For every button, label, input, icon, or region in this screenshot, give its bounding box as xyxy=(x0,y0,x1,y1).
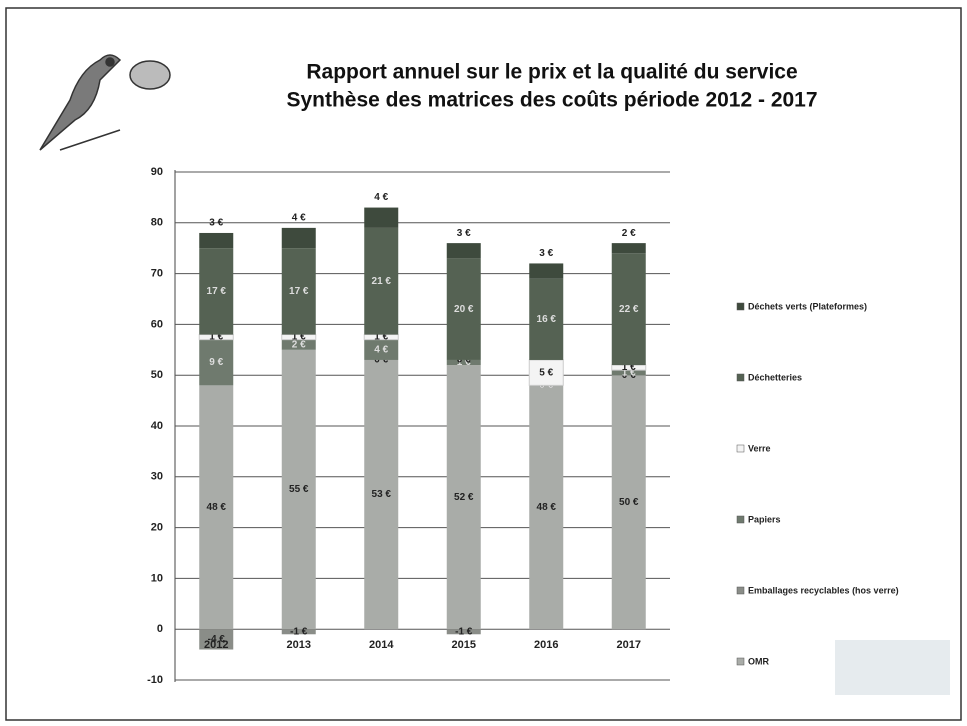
bar-segment xyxy=(199,248,234,335)
x-tick-label: 2014 xyxy=(369,639,394,651)
value-label: -1 € xyxy=(455,626,473,637)
bar-segment xyxy=(281,349,316,630)
value-label: -1 € xyxy=(290,626,308,637)
y-tick-label: 30 xyxy=(151,471,163,483)
y-tick-label: 50 xyxy=(151,369,163,381)
value-label: 48 € xyxy=(207,502,227,513)
bar-segment xyxy=(529,263,564,279)
value-label: 3 € xyxy=(209,218,223,229)
value-label: 1 € xyxy=(457,357,471,368)
y-tick-label: 90 xyxy=(151,166,163,178)
bar-segment xyxy=(364,359,399,630)
value-label: 17 € xyxy=(289,286,309,297)
y-tick-label: 10 xyxy=(151,572,163,584)
value-label: 1 € xyxy=(622,367,636,378)
value-label: 0 € xyxy=(457,355,471,366)
legend-label: Emballages recyclables (hos verre) xyxy=(748,585,899,595)
value-label: 4 € xyxy=(292,213,306,224)
bar-segment xyxy=(364,207,399,228)
legend-swatch xyxy=(736,444,745,453)
legend-swatch xyxy=(736,515,745,524)
value-label: 9 € xyxy=(209,357,223,368)
bar-segment xyxy=(528,359,564,386)
value-label: 4 € xyxy=(374,192,388,203)
value-label: 50 € xyxy=(619,497,639,508)
y-tick-label: 80 xyxy=(151,217,163,229)
legend-swatch xyxy=(736,657,745,666)
bird-logo xyxy=(39,54,171,151)
legend-label: Déchetteries xyxy=(748,372,802,382)
bar-segment xyxy=(611,243,646,254)
y-tick-label: 70 xyxy=(151,268,163,280)
value-label: 0 € xyxy=(374,355,388,366)
x-tick-label: 2017 xyxy=(617,639,641,651)
y-tick-label: -10 xyxy=(147,674,163,686)
x-tick-label: 2015 xyxy=(452,639,476,651)
value-label: 1 € xyxy=(209,332,223,343)
bar-segment xyxy=(199,385,234,630)
legend-swatch xyxy=(736,373,745,382)
legend-label: Déchets verts (Plateformes) xyxy=(748,301,867,311)
value-label: 55 € xyxy=(289,484,309,495)
value-label: 52 € xyxy=(454,492,474,503)
value-label: 53 € xyxy=(372,489,392,500)
y-tick-label: 20 xyxy=(151,522,163,534)
legend-label: OMR xyxy=(748,656,769,666)
value-label: 1 € xyxy=(292,332,306,343)
bar-segment xyxy=(446,359,481,366)
y-tick-label: 40 xyxy=(151,420,163,432)
y-tick-label: 60 xyxy=(151,318,163,330)
x-tick-label: 2012 xyxy=(204,639,228,651)
bar-segment xyxy=(529,385,564,630)
value-label: -4 € xyxy=(208,634,226,645)
bar-segment xyxy=(281,629,316,635)
value-label: 0 € xyxy=(622,370,636,381)
bar-segment xyxy=(446,365,481,630)
bar-segment xyxy=(281,339,316,350)
value-label: 2 € xyxy=(622,228,636,239)
bar-segment xyxy=(529,278,564,360)
legend-swatch xyxy=(736,302,745,311)
value-label: 3 € xyxy=(457,228,471,239)
value-label: 17 € xyxy=(207,286,227,297)
bar-segment xyxy=(199,339,234,386)
legend-swatch xyxy=(736,586,745,595)
bar-segment xyxy=(611,375,646,630)
bar-segment xyxy=(611,370,646,376)
bar-segment xyxy=(446,629,481,635)
value-label: 1 € xyxy=(374,332,388,343)
legend-label: Verre xyxy=(748,443,771,453)
value-label: 5 € xyxy=(539,367,553,378)
bar-segment xyxy=(364,339,399,360)
value-label: 21 € xyxy=(372,276,392,287)
chart-title: Rapport annuel sur le prix et la qualité… xyxy=(306,61,797,84)
value-label: 1 € xyxy=(622,362,636,373)
bar-segment xyxy=(199,232,234,249)
frame xyxy=(5,7,962,721)
stamp xyxy=(835,640,950,695)
x-tick-label: 2013 xyxy=(287,639,311,651)
bar-segment xyxy=(611,253,646,366)
value-label: 22 € xyxy=(619,304,639,315)
bar-segment xyxy=(446,258,481,360)
bar-segment xyxy=(364,227,399,335)
value-label: 16 € xyxy=(537,314,557,325)
x-tick-label: 2016 xyxy=(534,639,558,651)
value-label: 4 € xyxy=(374,344,388,355)
bar-segment xyxy=(281,248,316,335)
bar-segment xyxy=(199,629,234,650)
value-label: 3 € xyxy=(539,248,553,259)
value-label: 48 € xyxy=(537,502,557,513)
bar-segment xyxy=(446,243,481,259)
chart-subtitle: Synthèse des matrices des coûts période … xyxy=(286,89,817,112)
y-tick-label: 0 xyxy=(157,623,163,635)
bar-segment xyxy=(281,227,316,249)
value-label: 20 € xyxy=(454,304,474,315)
legend-label: Papiers xyxy=(748,514,781,524)
value-label: 2 € xyxy=(292,339,306,350)
